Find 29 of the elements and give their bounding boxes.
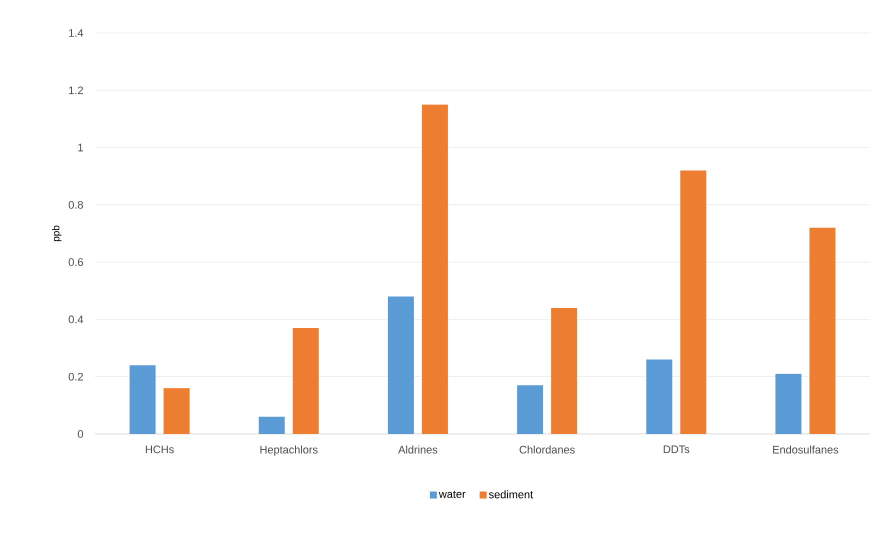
- bar: [130, 365, 156, 434]
- legend-label: water: [438, 490, 466, 498]
- bar: [646, 360, 672, 434]
- x-tick-label: Chlordanes: [520, 446, 575, 454]
- x-tick-label: Aldrines: [398, 446, 438, 454]
- bar: [388, 296, 414, 434]
- legend-label: sediment: [488, 490, 534, 498]
- x-tick-label: Endosulfanes: [773, 446, 838, 454]
- bar: [551, 308, 578, 434]
- bar: [775, 374, 802, 434]
- y-tick-label: 0.2: [68, 372, 83, 381]
- y-tick-label: 0.4: [68, 316, 84, 324]
- y-tick-label: 0.6: [68, 258, 84, 266]
- y-tick-label: 1.2: [69, 86, 83, 94]
- x-tick-label: HCHs: [146, 446, 174, 454]
- bar: [809, 228, 836, 434]
- y-tick-label: 0: [78, 430, 84, 438]
- bar: [680, 170, 706, 434]
- y-tick-label: 0.8: [68, 200, 84, 209]
- bar: [292, 328, 319, 434]
- bar: [422, 104, 448, 434]
- y-tick-label: 1: [78, 144, 83, 152]
- bar: [517, 385, 544, 434]
- x-tick-label: DDTs: [664, 446, 690, 454]
- y-tick-label: 1.4: [69, 29, 84, 37]
- bar: [258, 416, 285, 434]
- x-tick-label: Heptachlors: [260, 446, 318, 456]
- bar: [164, 388, 190, 434]
- y-axis-title: ppb: [52, 226, 62, 242]
